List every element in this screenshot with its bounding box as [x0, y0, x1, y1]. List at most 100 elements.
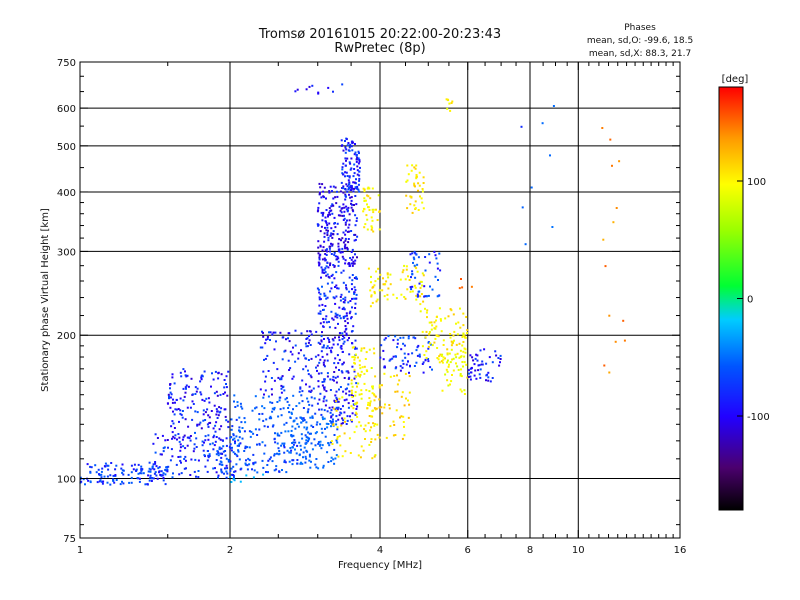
echo-point [215, 408, 218, 411]
echo-point [294, 427, 297, 430]
echo-point [291, 442, 294, 444]
echo-point [350, 262, 353, 265]
echo-point [351, 412, 354, 415]
echo-point [315, 431, 318, 434]
echo-point [371, 286, 374, 289]
echo-point [345, 183, 348, 186]
echo-point [272, 424, 275, 427]
echo-point [342, 162, 345, 165]
echo-point [112, 474, 115, 477]
echo-point [318, 264, 321, 267]
echo-point [288, 404, 291, 407]
echo-point [165, 469, 168, 472]
echo-point [336, 398, 339, 401]
echo-point [288, 411, 291, 414]
echo-point [335, 381, 338, 384]
echo-point [327, 236, 330, 239]
echo-point [348, 213, 351, 216]
echo-point [449, 361, 452, 364]
echo-point [314, 444, 317, 447]
echo-point [90, 466, 93, 469]
echo-point [466, 376, 469, 379]
echo-point [377, 194, 380, 197]
echo-point [172, 422, 175, 425]
echo-point [430, 321, 433, 324]
echo-point [330, 460, 333, 463]
echo-point [338, 332, 341, 335]
echo-point [485, 379, 487, 382]
echo-point [354, 312, 357, 315]
echo-point [298, 390, 301, 393]
echo-point [469, 354, 472, 357]
echo-point [225, 470, 228, 473]
echo-point [453, 339, 455, 342]
echo-point [357, 162, 360, 165]
echo-point [449, 333, 452, 335]
echo-point [252, 462, 255, 465]
echo-point [329, 210, 332, 212]
echo-point [357, 382, 360, 385]
echo-point [315, 366, 317, 369]
x-axis-label: Frequency [MHz] [338, 560, 422, 571]
echo-point [292, 441, 295, 444]
echo-point [232, 434, 235, 437]
echo-point [324, 404, 327, 407]
echo-point [220, 407, 223, 410]
echo-point [370, 225, 373, 228]
echo-point [179, 449, 182, 452]
echo-point [359, 375, 361, 378]
echo-point [148, 479, 151, 482]
echo-point [218, 463, 221, 466]
echo-point [185, 375, 188, 378]
echo-point [308, 85, 311, 88]
echo-point [333, 277, 336, 280]
echo-point [322, 211, 325, 214]
echo-point [301, 437, 304, 440]
echo-point [437, 335, 440, 338]
echo-point [348, 187, 350, 189]
echo-point [152, 477, 155, 480]
echo-point [340, 144, 343, 147]
echo-point [399, 336, 402, 339]
echo-point [174, 434, 177, 437]
echo-point [441, 389, 444, 392]
echo-point [370, 438, 373, 441]
echo-point [208, 422, 211, 424]
echo-point [437, 279, 439, 281]
echo-point [351, 288, 353, 291]
echo-point [363, 197, 366, 200]
echo-point [413, 250, 416, 253]
echo-point [387, 276, 390, 279]
echo-point [292, 375, 295, 378]
echo-point [407, 275, 409, 278]
echo-point [366, 203, 368, 206]
echo-point [320, 225, 323, 228]
echo-point [447, 365, 450, 368]
echo-point [204, 419, 207, 421]
echo-point [481, 363, 484, 366]
echo-point [249, 435, 252, 438]
echo-point [289, 451, 292, 454]
echo-point [450, 102, 453, 104]
phases-x-stats: mean, sd,X: 88.3, 21.7 [589, 49, 691, 59]
echo-point [354, 403, 357, 405]
echo-point [310, 432, 312, 435]
echo-point [344, 315, 347, 318]
echo-point [212, 378, 215, 381]
echo-point [401, 391, 404, 394]
echo-point [169, 391, 172, 394]
echo-point [192, 403, 195, 405]
echo-point [167, 402, 169, 405]
echo-point [254, 407, 256, 410]
echo-point [314, 432, 317, 435]
echo-point [348, 175, 351, 178]
echo-point [344, 151, 347, 154]
echo-point [378, 398, 381, 401]
echo-point [324, 435, 327, 438]
echo-point [241, 437, 244, 440]
echo-point [171, 437, 173, 440]
echo-point [167, 393, 170, 396]
echo-point [424, 336, 427, 339]
echo-point [368, 209, 371, 211]
echo-point [422, 274, 425, 277]
